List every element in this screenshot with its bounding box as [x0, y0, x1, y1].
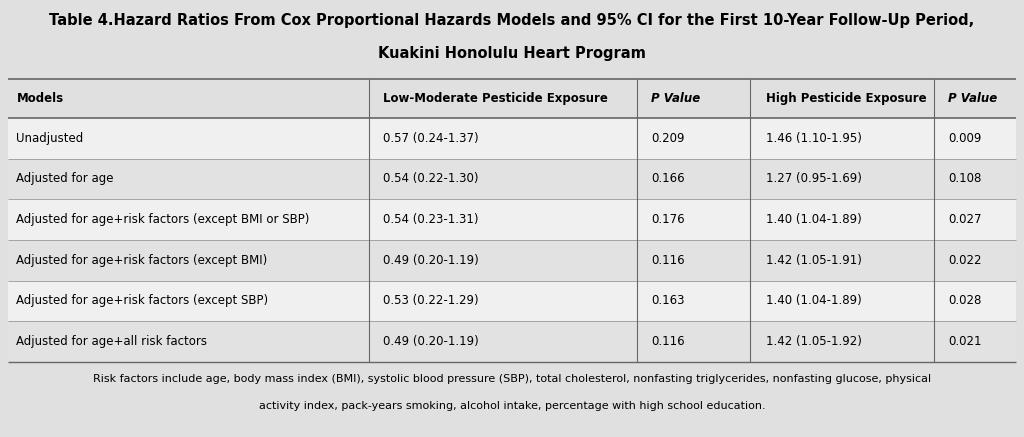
Text: 0.009: 0.009 — [948, 132, 982, 145]
Text: Adjusted for age+risk factors (except SBP): Adjusted for age+risk factors (except SB… — [16, 295, 268, 307]
Text: 0.57 (0.24-1.37): 0.57 (0.24-1.37) — [383, 132, 478, 145]
Text: 0.54 (0.22-1.30): 0.54 (0.22-1.30) — [383, 173, 478, 185]
Text: Models: Models — [16, 92, 63, 105]
Text: Unadjusted: Unadjusted — [16, 132, 84, 145]
Text: 0.116: 0.116 — [651, 254, 685, 267]
Text: P Value: P Value — [948, 92, 997, 105]
Text: 0.209: 0.209 — [651, 132, 685, 145]
Text: 1.40 (1.04-1.89): 1.40 (1.04-1.89) — [766, 213, 862, 226]
Text: Adjusted for age+risk factors (except BMI): Adjusted for age+risk factors (except BM… — [16, 254, 267, 267]
Text: 0.176: 0.176 — [651, 213, 685, 226]
Text: 0.49 (0.20-1.19): 0.49 (0.20-1.19) — [383, 335, 479, 348]
Text: 1.27 (0.95-1.69): 1.27 (0.95-1.69) — [766, 173, 862, 185]
Text: Risk factors include age, body mass index (BMI), systolic blood pressure (SBP), : Risk factors include age, body mass inde… — [93, 374, 931, 384]
Text: Kuakini Honolulu Heart Program: Kuakini Honolulu Heart Program — [378, 46, 646, 61]
Text: 0.54 (0.23-1.31): 0.54 (0.23-1.31) — [383, 213, 478, 226]
Text: 1.42 (1.05-1.91): 1.42 (1.05-1.91) — [766, 254, 862, 267]
Text: Low-Moderate Pesticide Exposure: Low-Moderate Pesticide Exposure — [383, 92, 608, 105]
Text: 1.46 (1.10-1.95): 1.46 (1.10-1.95) — [766, 132, 862, 145]
Text: 0.108: 0.108 — [948, 173, 982, 185]
Text: 0.116: 0.116 — [651, 335, 685, 348]
Text: P Value: P Value — [651, 92, 700, 105]
Text: 1.42 (1.05-1.92): 1.42 (1.05-1.92) — [766, 335, 862, 348]
Text: 0.166: 0.166 — [651, 173, 685, 185]
Text: 0.027: 0.027 — [948, 213, 982, 226]
Text: Adjusted for age+all risk factors: Adjusted for age+all risk factors — [16, 335, 208, 348]
Text: 1.40 (1.04-1.89): 1.40 (1.04-1.89) — [766, 295, 862, 307]
Text: 0.49 (0.20-1.19): 0.49 (0.20-1.19) — [383, 254, 479, 267]
Text: activity index, pack-years smoking, alcohol intake, percentage with high school : activity index, pack-years smoking, alco… — [259, 401, 765, 411]
Text: 0.53 (0.22-1.29): 0.53 (0.22-1.29) — [383, 295, 478, 307]
Text: High Pesticide Exposure: High Pesticide Exposure — [766, 92, 927, 105]
Text: Table 4.Hazard Ratios From Cox Proportional Hazards Models and 95% CI for the Fi: Table 4.Hazard Ratios From Cox Proportio… — [49, 13, 975, 28]
Text: 0.022: 0.022 — [948, 254, 982, 267]
Text: 0.028: 0.028 — [948, 295, 982, 307]
Text: 0.163: 0.163 — [651, 295, 685, 307]
Text: Adjusted for age: Adjusted for age — [16, 173, 114, 185]
Text: 0.021: 0.021 — [948, 335, 982, 348]
Text: Adjusted for age+risk factors (except BMI or SBP): Adjusted for age+risk factors (except BM… — [16, 213, 309, 226]
